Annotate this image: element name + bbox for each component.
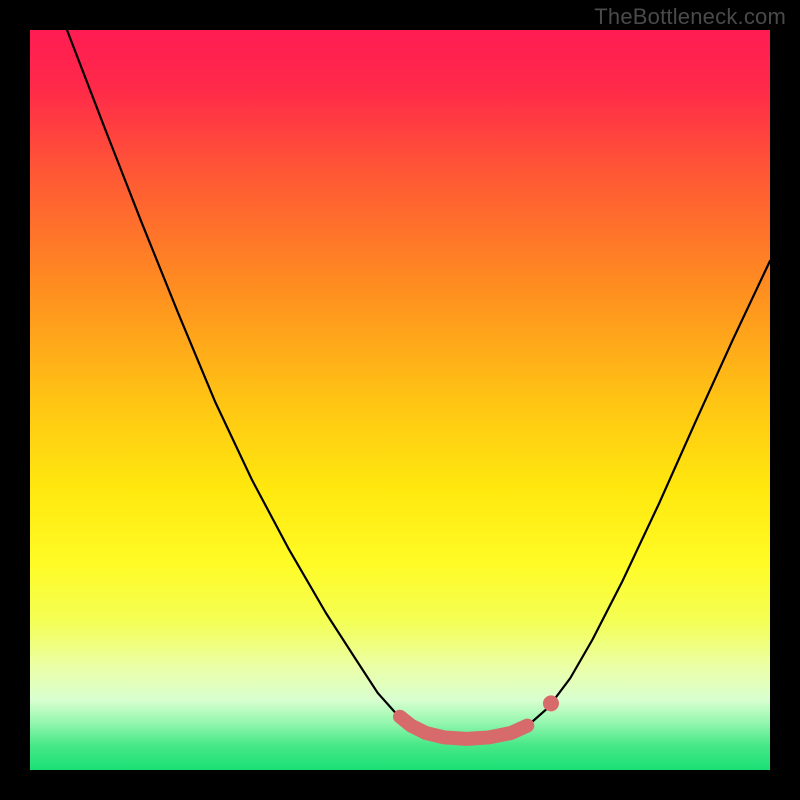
watermark-text: TheBottleneck.com (594, 4, 786, 30)
chart-frame: TheBottleneck.com (0, 0, 800, 800)
isolated-marker-dot (543, 695, 559, 711)
gradient-plot-area (30, 30, 770, 770)
plot-outer (0, 0, 800, 800)
plot-svg (0, 0, 800, 800)
